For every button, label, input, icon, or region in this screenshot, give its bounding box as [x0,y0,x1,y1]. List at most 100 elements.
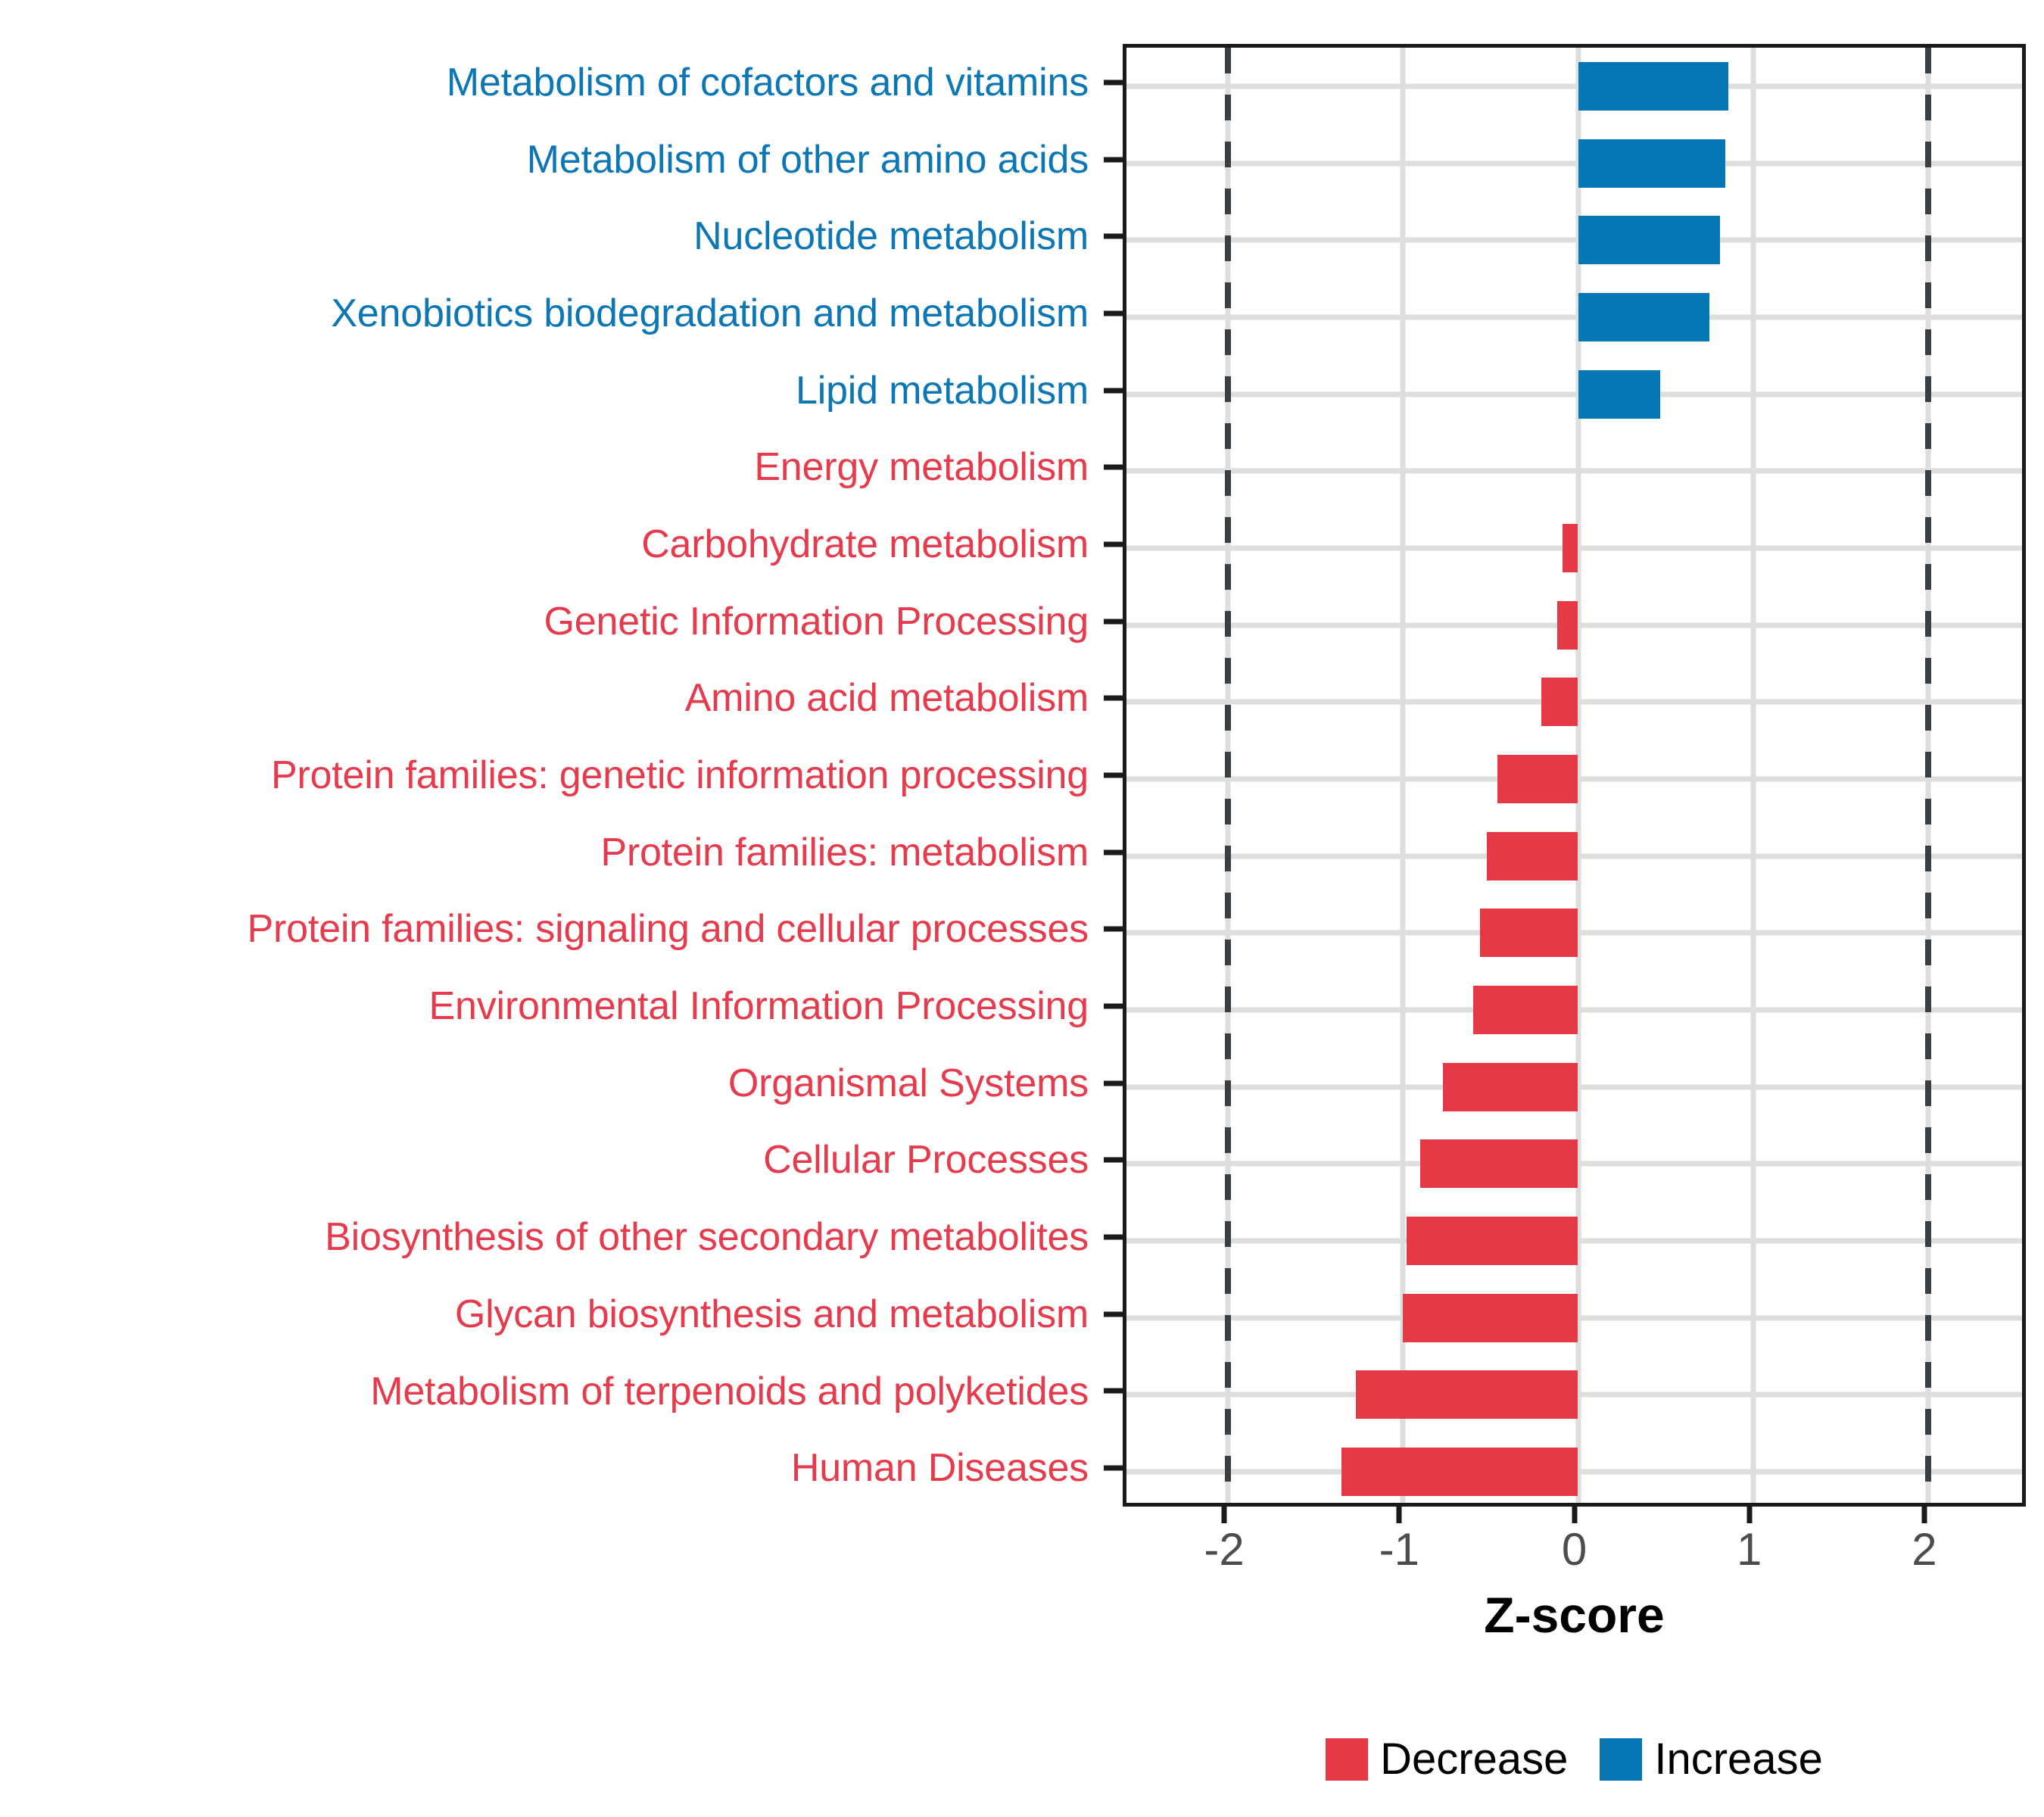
y-axis-tick [1104,1157,1123,1163]
y-axis-tick [1104,464,1123,470]
x-axis-tick-labels: -2 -1 0 1 2 [1123,1523,2026,1578]
y-axis-tick [1104,1388,1123,1394]
bar [1420,1139,1578,1189]
y-axis-tick [1104,772,1123,778]
y-axis-category-labels: Metabolism of cofactors and vitamins Meta… [0,44,1096,1507]
bar [1497,755,1578,803]
y-axis-label-row: Human Diseases [0,1429,1096,1507]
y-axis-label-row: Biosynthesis of other secondary metaboli… [0,1198,1096,1276]
y-axis-label-row: Protein families: signaling and cellular… [0,891,1096,968]
legend-label: Decrease [1380,1734,1569,1784]
y-axis-category-label: Metabolism of cofactors and vitamins [446,60,1089,104]
horizontal-gridline [1126,237,2022,243]
bar [1406,1217,1578,1266]
y-axis-category-label: Metabolism of terpenoids and polyketides [370,1369,1089,1413]
y-axis-label-row: Metabolism of cofactors and vitamins [0,44,1096,121]
x-axis-tick [1921,1507,1927,1523]
y-axis-tick [1104,541,1123,547]
x-axis-tick-label: -1 [1379,1524,1419,1575]
y-axis-category-label: Organismal Systems [728,1061,1089,1105]
bar [1341,1448,1578,1497]
bar [1443,1062,1578,1111]
y-axis-label-row: Cellular Processes [0,1122,1096,1199]
y-axis-label-row: Nucleotide metabolism [0,198,1096,275]
y-axis-label-row: Lipid metabolism [0,352,1096,429]
bar [1472,986,1578,1035]
y-axis-category-label: Amino acid metabolism [684,676,1089,721]
y-axis-category-label: Protein families: signaling and cellular… [247,907,1089,952]
y-axis-tick [1104,1465,1123,1471]
y-axis-tick [1104,1234,1123,1240]
y-axis-category-label: Cellular Processes [763,1138,1089,1183]
y-axis-label-row: Protein families: metabolism [0,814,1096,891]
y-axis-tick [1104,695,1123,701]
y-axis-tick [1104,79,1123,86]
y-axis-tick [1104,619,1123,625]
y-axis-tick-marks [1104,44,1123,1507]
y-axis-label-row: Organismal Systems [0,1045,1096,1122]
x-axis-title: Z-score [1484,1587,1665,1643]
x-axis-tick-label: 1 [1737,1524,1762,1575]
x-axis-tick-label: -2 [1204,1524,1245,1575]
x-axis-tick [1221,1507,1227,1523]
y-axis-label-row: Environmental Information Processing [0,968,1096,1045]
y-axis-tick [1104,1311,1123,1317]
horizontal-gridline [1126,83,2022,89]
vertical-gridline [1575,48,1581,1503]
legend-color-swatch [1326,1738,1369,1781]
x-axis-tick-label: 0 [1561,1524,1588,1575]
y-axis-label-row: Energy metabolism [0,429,1096,506]
x-axis-tick-label: 2 [1912,1524,1937,1575]
x-axis-tick [1396,1507,1402,1523]
y-axis-label-row: Metabolism of other amino acids [0,121,1096,198]
y-axis-category-label: Protein families: genetic information pr… [270,753,1089,798]
y-axis-tick [1104,1003,1123,1009]
y-axis-category-label: Energy metabolism [754,445,1089,490]
bar [1578,292,1709,341]
legend-item[interactable]: Decrease [1326,1734,1568,1784]
y-axis-label-row: Carbohydrate metabolism [0,506,1096,583]
y-axis-category-label: Lipid metabolism [796,368,1089,413]
y-axis-tick [1104,157,1123,163]
y-axis-label-row: Genetic Information Processing [0,583,1096,660]
y-axis-category-label: Xenobiotics biodegradation and metabolis… [331,291,1089,335]
y-axis-tick [1104,233,1123,239]
y-axis-category-label: Nucleotide metabolism [693,214,1089,259]
x-axis-tick [1746,1507,1753,1523]
bar [1487,831,1578,880]
chart-legend: Decrease Increase [1123,1734,2026,1784]
horizontal-gridline [1126,314,2022,320]
y-axis-tick [1104,1080,1123,1086]
y-axis-category-label: Carbohydrate metabolism [641,522,1089,566]
y-axis-tick [1104,310,1123,316]
bar [1541,678,1578,727]
y-axis-category-label: Biosynthesis of other secondary metaboli… [325,1215,1089,1260]
vertical-gridline [1400,48,1406,1503]
y-axis-label-row: Amino acid metabolism [0,660,1096,737]
bar [1578,369,1661,419]
legend-item[interactable]: Increase [1600,1734,1823,1784]
bar [1578,61,1729,111]
horizontal-gridline [1126,391,2022,397]
legend-color-swatch [1600,1738,1643,1781]
plot-panel [1123,44,2026,1507]
x-axis-tick-marks [1123,1507,2026,1523]
y-axis-category-label: Metabolism of other amino acids [526,137,1089,182]
y-axis-tick [1104,849,1123,856]
x-axis-tick [1572,1507,1577,1523]
y-axis-category-label: Glycan biosynthesis and metabolism [454,1292,1089,1336]
bar [1562,523,1578,572]
dashed-reference-line [1924,48,1931,1503]
bar [1578,139,1725,188]
horizontal-gridline [1126,161,2022,167]
bar [1556,600,1578,650]
vertical-gridline [1750,48,1756,1503]
bar [1403,1293,1578,1342]
y-axis-tick [1104,926,1123,932]
y-axis-label-row: Protein families: genetic information pr… [0,737,1096,814]
y-axis-label-row: Metabolism of terpenoids and polyketides [0,1353,1096,1430]
dashed-reference-line [1225,48,1232,1503]
bar [1355,1370,1578,1420]
y-axis-tick [1104,388,1123,394]
